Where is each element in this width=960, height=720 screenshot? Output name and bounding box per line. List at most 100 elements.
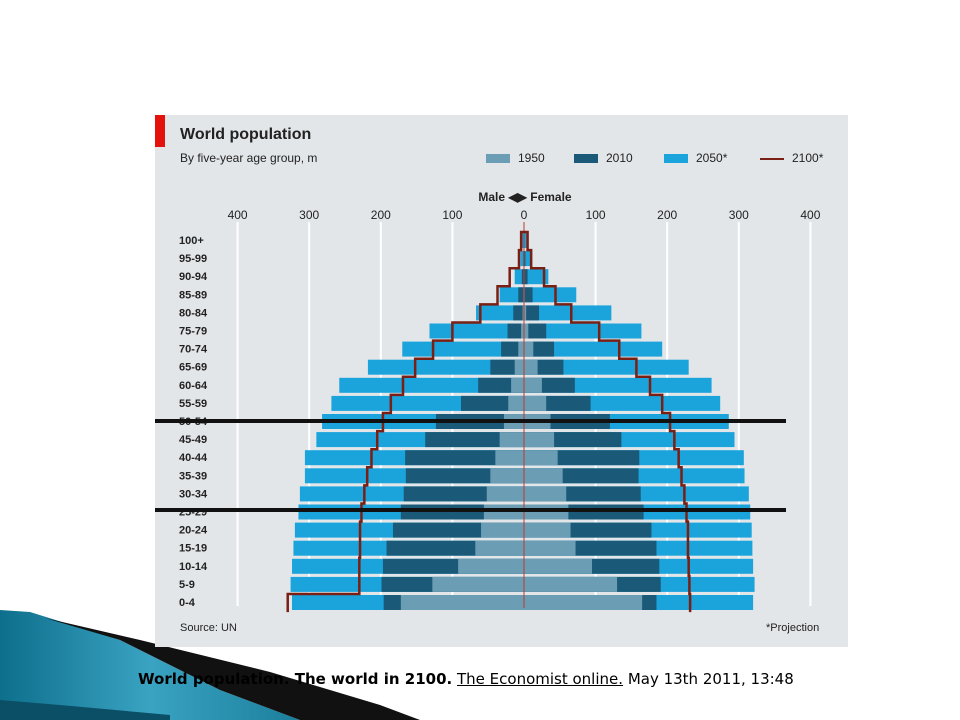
legend-swatch-1950	[486, 154, 510, 164]
age-group-label: 55-59	[179, 398, 207, 410]
legend-line-2100	[760, 157, 784, 160]
bar-male-1950	[518, 341, 524, 357]
age-group-label: 30-34	[179, 488, 208, 500]
bar-female-2050*	[524, 287, 577, 303]
legend-swatch-2050	[664, 154, 688, 164]
axis-heading: Male ◀▶ Female	[470, 190, 580, 204]
right-arrow-icon: ▶	[517, 190, 527, 204]
bar-male-1950	[490, 468, 524, 484]
age-group-label: 5-9	[179, 579, 195, 591]
age-group-label: 75-79	[179, 326, 207, 338]
age-group-label: 20-24	[179, 525, 208, 537]
legend-label-1950: 1950	[518, 151, 545, 165]
bar-female-1950	[524, 377, 542, 393]
age-group-label: 85-89	[179, 289, 207, 301]
age-group-label: 15-19	[179, 543, 207, 555]
line-2100-female	[524, 230, 692, 613]
slide-caption: World population. The world in 2100. The…	[138, 670, 794, 688]
bar-male-2050*	[499, 287, 524, 303]
legend-label-2100: 2100*	[792, 151, 824, 165]
x-tick-label: 0	[521, 208, 528, 222]
chart-title: World population	[180, 126, 312, 143]
bar-male-2010	[425, 432, 524, 448]
bar-male-2010	[518, 287, 524, 303]
bar-female-1950	[524, 359, 538, 375]
bar-female-2010	[524, 323, 547, 339]
bar-male-1950	[481, 522, 524, 538]
bar-female-1950	[524, 305, 527, 321]
legend-label-2010: 2010	[606, 151, 633, 165]
bar-female-2010	[524, 287, 533, 303]
bar-female-2050*	[524, 359, 689, 375]
age-group-label: 65-69	[179, 362, 207, 374]
x-tick-label: 100	[586, 208, 606, 222]
bar-female-2050*	[524, 305, 612, 321]
black-swoosh-shape	[45, 618, 420, 720]
caption-source-link[interactable]: The Economist online.	[457, 670, 624, 688]
bar-female-1950	[524, 522, 571, 538]
female-heading: Female	[530, 190, 572, 204]
bar-female-1950	[524, 595, 643, 610]
bar-male-2010	[405, 450, 524, 466]
bar-male-1950	[495, 450, 524, 466]
bar-male-1950	[475, 540, 524, 556]
bar-female-2010	[524, 269, 528, 285]
bar-female-1950	[524, 323, 529, 339]
bar-female-1950	[524, 576, 618, 592]
bar-male-1950	[499, 432, 524, 448]
bar-male-2050*	[476, 305, 524, 321]
male-heading: Male	[478, 190, 506, 204]
bar-male-2050*	[367, 359, 524, 375]
bar-male-1950	[458, 558, 524, 574]
age-group-label: 40-44	[179, 452, 208, 464]
caption-title: World population. The world in 2100.	[138, 670, 453, 688]
age-group-label: 35-39	[179, 470, 207, 482]
x-tick-label: 300	[729, 208, 749, 222]
age-group-label: 90-94	[179, 271, 208, 283]
bar-female-1950	[524, 558, 593, 574]
age-group-label: 80-84	[179, 307, 208, 319]
age-group-label: 10-14	[179, 561, 208, 573]
bar-female-1950	[524, 395, 547, 411]
brand-tag	[155, 115, 165, 147]
bar-female-2050*	[524, 251, 532, 267]
legend-item-2010: 2010	[574, 151, 633, 165]
bar-female-2010	[524, 251, 526, 267]
teal-swoosh-shape	[0, 610, 300, 720]
x-tick-label: 400	[800, 208, 820, 222]
age-group-label: 70-74	[179, 344, 208, 356]
bar-female-1950	[524, 468, 563, 484]
projection-footnote: *Projection	[766, 622, 820, 634]
bar-male-1950	[522, 305, 524, 321]
legend-label-2050: 2050*	[696, 151, 728, 165]
dark-swoosh-shape	[0, 700, 170, 720]
bar-male-1950	[514, 359, 524, 375]
bar-male-1950	[486, 486, 524, 502]
bar-female-1950	[524, 432, 555, 448]
bar-male-1950	[432, 576, 524, 592]
bar-male-1950	[400, 595, 524, 610]
bar-female-1950	[524, 486, 567, 502]
bar-male-2050*	[520, 251, 524, 267]
bar-male-2010	[521, 269, 524, 285]
x-tick-label: 100	[442, 208, 462, 222]
bar-male-2050*	[514, 269, 524, 285]
bar-male-1950	[508, 395, 524, 411]
x-tick-label: 300	[299, 208, 319, 222]
bar-female-2050*	[524, 233, 527, 248]
bar-male-2010	[507, 323, 524, 339]
bar-male-2010	[513, 305, 524, 321]
x-tick-label: 400	[228, 208, 248, 222]
source-note: Source: UN	[180, 622, 237, 634]
bar-male-2050*	[339, 377, 524, 393]
age-group-label: 60-64	[179, 380, 208, 392]
bar-female-1950	[524, 341, 534, 357]
age-group-label: 0-4	[179, 597, 196, 609]
x-tick-label: 200	[371, 208, 391, 222]
left-arrow-icon: ◀	[508, 190, 518, 204]
bar-female-1950	[524, 450, 558, 466]
legend-swatch-2010	[574, 154, 598, 164]
bar-female-2010	[524, 305, 540, 321]
